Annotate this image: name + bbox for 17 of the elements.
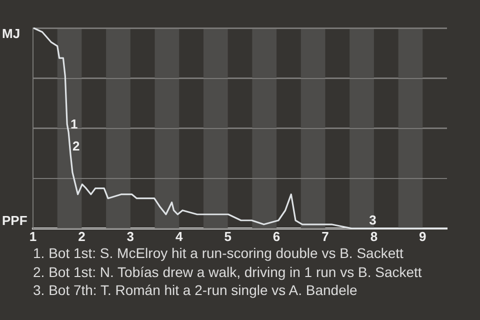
- x-tick-label: 9: [419, 228, 426, 244]
- annotation: 1: [70, 116, 78, 132]
- x-tick-label: 8: [370, 228, 378, 244]
- x-tick-label: 6: [272, 228, 280, 244]
- text: 1. Bot 1st: S. McElroy hit a run-scoring double vs B. Sackett: [33, 244, 404, 262]
- text: 3. Bot 7th: T. Román hit a 2-run single vs A. Bandele: [33, 281, 358, 300]
- text: PPF: [2, 213, 28, 228]
- x-tick-label: 5: [224, 228, 232, 244]
- x-tick-label: 1: [29, 228, 37, 244]
- x-tick-label: 3: [126, 228, 134, 244]
- x-tick-label: 7: [322, 228, 329, 244]
- x-tick-label: 4: [176, 228, 184, 244]
- annotation: 2: [72, 138, 80, 154]
- text: 2. Bot 1st: N. Tobías drew a walk, driving in 1 run vs B. Sackett: [33, 262, 422, 281]
- annotation: 3: [369, 212, 376, 228]
- text: MJ: [2, 26, 20, 41]
- x-tick-label: 2: [78, 228, 86, 244]
